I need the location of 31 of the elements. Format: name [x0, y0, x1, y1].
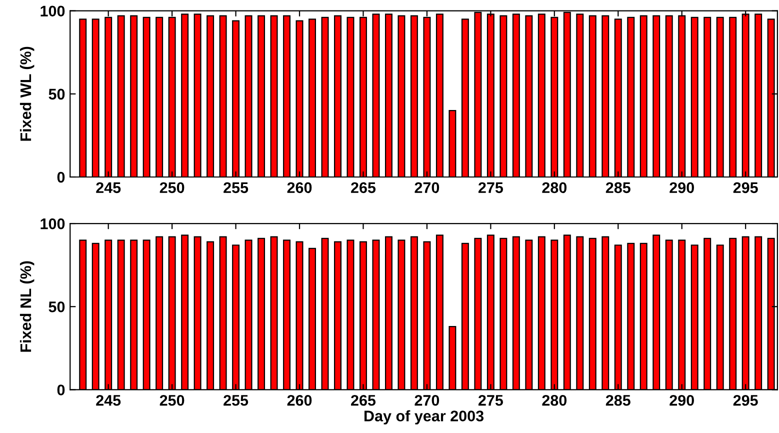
y-tick-label: 0 [57, 384, 65, 396]
x-tick-label: 275 [478, 394, 504, 406]
y-tick-label: 50 [48, 88, 65, 100]
x-tick-label: 255 [224, 394, 248, 406]
x-tick-label: 285 [606, 182, 630, 194]
y-tick-label: 0 [57, 172, 65, 183]
x-tick-label: 290 [670, 182, 694, 194]
y-tick-label: 100 [40, 6, 65, 17]
y-tick-label: 50 [48, 301, 65, 312]
x-tick-label: 250 [160, 394, 184, 406]
x-tick-label: 270 [414, 394, 440, 406]
x-tick-label: 265 [351, 182, 376, 194]
y-axis-title: Fixed WL (%) [20, 46, 34, 141]
x-tick-label: 275 [478, 182, 504, 194]
x-tick-label: 295 [733, 394, 758, 406]
x-tick-label: 255 [224, 182, 248, 194]
x-tick-label: 290 [670, 394, 694, 406]
x-tick-label: 260 [287, 394, 312, 406]
x-tick-label: 280 [542, 394, 567, 406]
x-axis-title: Day of year 2003 [364, 410, 484, 424]
x-tick-label: 245 [96, 394, 121, 406]
x-tick-label: 260 [287, 182, 312, 194]
y-tick-label: 100 [40, 218, 65, 230]
x-tick-label: 265 [351, 394, 376, 406]
x-tick-label: 280 [542, 182, 567, 194]
x-tick-label: 285 [606, 394, 630, 406]
x-tick-label: 295 [733, 182, 758, 194]
y-axis-title: Fixed NL (%) [20, 261, 34, 352]
x-tick-label: 245 [96, 182, 121, 194]
x-tick-label: 250 [160, 182, 184, 194]
x-tick-label: 270 [414, 182, 440, 194]
